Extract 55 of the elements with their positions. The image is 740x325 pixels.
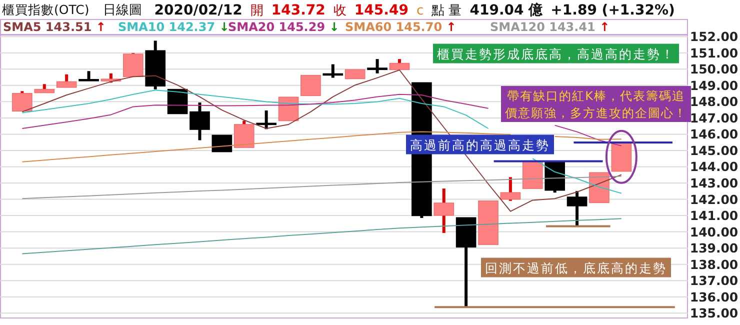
text: 2020/02/12	[154, 2, 242, 18]
annotation: 帶有缺口的紅K棒，代表籌碼追價意願強，多方進攻的企圖心！	[505, 89, 687, 120]
y-tick-label: 142.00	[690, 192, 738, 207]
candlestick	[478, 200, 498, 246]
y-tick-label: 146.00	[690, 126, 738, 142]
candlestick	[389, 59, 410, 70]
y-tick-label: 150.00	[690, 62, 738, 77]
text: SMA10 142.37 ↓	[118, 20, 230, 34]
candlestick	[212, 134, 232, 152]
line-series	[22, 176, 622, 200]
text: SMA120 143.41 ↑	[490, 20, 610, 34]
text: 419.04 億	[470, 2, 544, 18]
y-tick-label: 143.00	[690, 176, 738, 191]
text: c	[416, 4, 424, 18]
candlestick	[456, 217, 476, 308]
y-tick-label: 137.00	[690, 273, 738, 288]
candlestick	[344, 69, 366, 80]
y-tick-label: 151.00	[690, 45, 738, 60]
candlestick	[367, 59, 388, 74]
y-tick-label: 138.00	[690, 256, 738, 272]
text: SMA60 145.70 ↑	[345, 20, 456, 34]
candlestick	[56, 74, 77, 88]
y-tick-label: 148.00	[690, 94, 738, 110]
text: 143.72	[271, 2, 326, 18]
chart-subtitle: 日線圖	[103, 3, 142, 18]
candlestick	[300, 74, 321, 96]
annotation: 高過前高的高過高走勢	[410, 137, 550, 152]
y-tick-label: 136.00	[690, 289, 738, 304]
y-tick-label: 149.00	[690, 78, 738, 93]
annotation: 回測不過前低，底底高的走勢	[485, 260, 667, 276]
candlestick	[500, 177, 521, 201]
text: SMA5 143.51 ↑	[3, 20, 106, 34]
y-tick-label: 144.00	[690, 159, 738, 174]
text: 開	[250, 4, 264, 18]
chart-title: 櫃買指數(OTC)	[2, 2, 90, 17]
y-tick-label: 147.00	[690, 110, 738, 126]
y-tick-label: 139.00	[690, 240, 738, 256]
y-tick-label: 135.00	[690, 306, 738, 321]
y-tick-label: 145.00	[690, 142, 738, 158]
text: +1.89 (+1.32%)	[550, 2, 675, 18]
candlestick	[522, 160, 543, 189]
candlestick	[434, 188, 454, 233]
text: 收	[333, 4, 346, 18]
candlestick	[190, 102, 210, 140]
y-tick-label: 141.00	[690, 208, 738, 224]
y-tick-label: 140.00	[690, 224, 738, 240]
y-tick-label: 152.00	[690, 29, 738, 44]
text: 點 量	[430, 4, 462, 18]
candlestick	[611, 142, 632, 172]
line-series	[22, 218, 622, 254]
annotation: 櫃買走勢形成底底高，高過高的走勢！	[437, 46, 675, 62]
candlestick	[145, 40, 166, 90]
candlestick	[34, 84, 55, 94]
text: SMA20 145.29 ↓	[228, 20, 340, 34]
text: 145.49	[354, 2, 408, 18]
